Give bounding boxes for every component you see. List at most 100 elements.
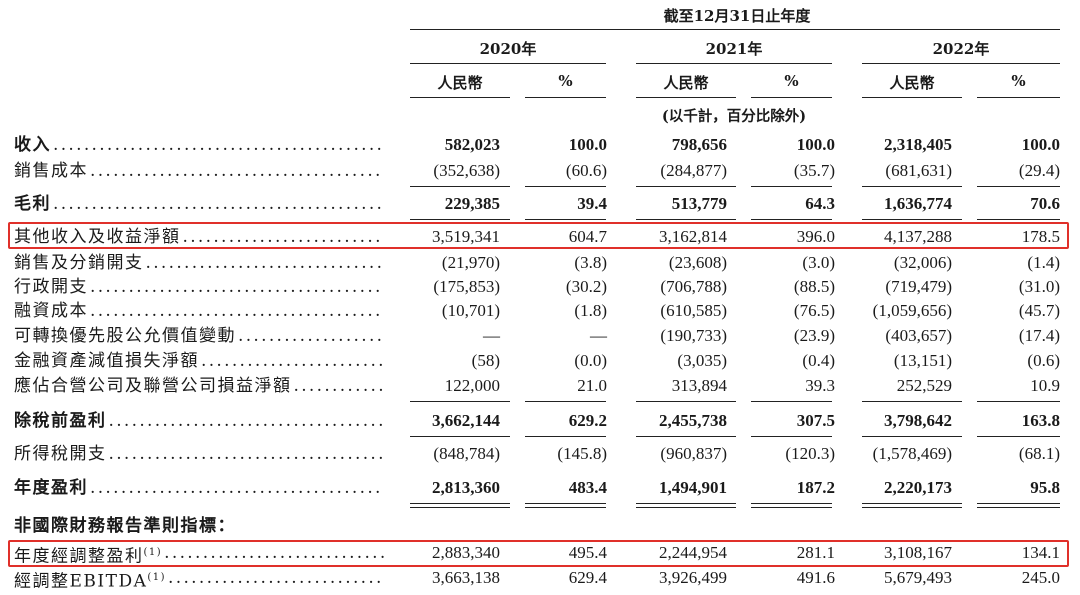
amount-cell-2021: 798,656 <box>671 135 727 154</box>
table-row-8: 金融資產減值損失淨額..............................… <box>0 349 1080 373</box>
table-row-3: 其他收入及收益淨額...............................… <box>0 225 1080 249</box>
year-2022-rule <box>862 63 1060 64</box>
amount-cell-2020: (352,638) <box>433 161 500 180</box>
header-rule <box>410 29 1060 30</box>
leader-dots: ........................................… <box>90 277 384 297</box>
column-rule <box>751 436 832 437</box>
pct-header-2020: % <box>558 72 573 90</box>
row-label-text: 可轉換優先股公允價值變動 <box>14 326 236 346</box>
percent-cell-2022: 10.9 <box>1030 376 1060 395</box>
table-row-2: 毛利......................................… <box>0 192 1080 216</box>
percent-cell-2022: 245.0 <box>1021 568 1060 587</box>
column-rule <box>636 436 736 437</box>
amount-cell-2022: 5,679,493 <box>884 568 952 587</box>
column-rule <box>977 219 1060 220</box>
amount-cell-2021: (3,035) <box>677 351 727 370</box>
currency-header-2020: 人民幣 <box>437 74 483 92</box>
leader-dots: ........................................… <box>164 543 384 563</box>
row-label: 收入 <box>14 133 51 157</box>
sub-rule <box>862 97 962 98</box>
amount-cell-2022: 2,220,173 <box>884 478 952 497</box>
percent-cell-2021: (0.4) <box>802 351 835 370</box>
amount-cell-2022: (1,059,656) <box>872 301 952 320</box>
percent-cell-2020: (0.0) <box>574 351 607 370</box>
row-label: 可轉換優先股公允價值變動 <box>14 324 236 348</box>
percent-cell-2020: 21.0 <box>577 376 607 395</box>
row-label-text: 年度經調整盈利 <box>14 546 144 567</box>
row-label-text: 毛利 <box>14 194 51 214</box>
amount-cell-2020: 3,662,144 <box>432 411 500 430</box>
row-label-text: 年度盈利 <box>14 478 88 498</box>
table-row-non-ifrs-0: 年度經調整盈利(1)..............................… <box>0 541 1080 567</box>
leader-dots: ........................................… <box>168 568 384 588</box>
row-label: 行政開支 <box>14 275 88 299</box>
leader-dots: ........................................… <box>90 301 384 321</box>
non-ifrs-heading: 非國際財務報告準則指標： <box>0 514 1080 538</box>
percent-cell-2020: (1.8) <box>574 301 607 320</box>
highlight-box-other-income <box>8 222 1069 249</box>
amount-cell-2021: 3,926,499 <box>659 568 727 587</box>
amount-cell-2022: 252,529 <box>896 376 952 395</box>
row-label-text: 其他收入及收益淨額 <box>14 227 181 247</box>
amount-cell-2022: (1,578,469) <box>872 444 952 463</box>
percent-cell-2020: 629.4 <box>568 568 607 587</box>
row-label: 金融資產減值損失淨額 <box>14 349 199 373</box>
row-label: 年度經調整盈利(1) <box>14 541 162 569</box>
table-row-0: 收入......................................… <box>0 133 1080 157</box>
sub-rule <box>525 97 606 98</box>
row-label-text: 金融資產減值損失淨額 <box>14 351 199 371</box>
row-label: 銷售及分銷開支 <box>14 251 144 275</box>
column-rule <box>636 186 736 187</box>
row-label: 應佔合營公司及聯營公司損益淨額 <box>14 374 292 398</box>
column-rule <box>525 503 606 504</box>
amount-cell-2020: 3,663,138 <box>432 568 500 587</box>
column-rule <box>862 401 962 402</box>
row-label-text: 應佔合營公司及聯營公司損益淨額 <box>14 376 292 396</box>
amount-cell-2022: 1,636,774 <box>884 194 952 213</box>
leader-dots: ........................................… <box>201 351 384 371</box>
table-row-4: 銷售及分銷開支.................................… <box>0 251 1080 275</box>
amount-cell-2021: 313,894 <box>671 376 727 395</box>
row-label-text: 除稅前盈利 <box>14 411 107 431</box>
percent-cell-2020: (30.2) <box>565 277 607 296</box>
currency-header-2021: 人民幣 <box>663 74 709 92</box>
year-2020-header: 2020年 <box>479 40 537 58</box>
percent-cell-2022: 178.5 <box>1021 227 1060 246</box>
percent-cell-2020: 604.7 <box>568 227 607 246</box>
highlight-box-adjusted-profit <box>8 540 1069 567</box>
percent-cell-2022: (31.0) <box>1018 277 1060 296</box>
amount-cell-2020: 2,813,360 <box>432 478 500 497</box>
percent-cell-2022: (45.7) <box>1018 301 1060 320</box>
column-rule <box>977 503 1060 504</box>
amount-cell-2020: (848,784) <box>433 444 500 463</box>
amount-cell-2021: (284,877) <box>660 161 727 180</box>
percent-cell-2020: 629.2 <box>568 411 607 430</box>
column-rule <box>410 401 510 402</box>
percent-cell-2022: 134.1 <box>1021 543 1060 562</box>
unit-note: (以千計，百分比除外) <box>661 108 807 125</box>
amount-cell-2021: (23,608) <box>668 253 727 272</box>
column-rule <box>636 401 736 402</box>
table-row-10: 除稅前盈利...................................… <box>0 409 1080 433</box>
percent-cell-2021: 396.0 <box>796 227 835 246</box>
amount-cell-2020: 122,000 <box>444 376 500 395</box>
table-row-6: 融資成本....................................… <box>0 299 1080 323</box>
leader-dots: ........................................… <box>182 227 385 247</box>
row-label-text: 銷售成本 <box>14 161 88 181</box>
amount-cell-2021: 1,494,901 <box>659 478 727 497</box>
period-caption: 截至12月31日止年度 <box>663 7 811 25</box>
leader-dots: ........................................… <box>90 478 384 498</box>
percent-cell-2020: 495.4 <box>568 543 607 562</box>
column-rule <box>410 503 510 504</box>
percent-cell-2022: 163.8 <box>1021 411 1060 430</box>
column-rule <box>977 436 1060 437</box>
leader-dots: ........................................… <box>53 135 384 155</box>
amount-cell-2020: (10,701) <box>441 301 500 320</box>
amount-cell-2021: 2,455,738 <box>659 411 727 430</box>
percent-cell-2020: 100.0 <box>568 135 607 154</box>
row-label: 銷售成本 <box>14 159 88 183</box>
sub-rule <box>636 97 736 98</box>
column-rule <box>862 219 962 220</box>
year-2021-rule <box>636 63 832 64</box>
percent-cell-2021: 491.6 <box>796 568 835 587</box>
